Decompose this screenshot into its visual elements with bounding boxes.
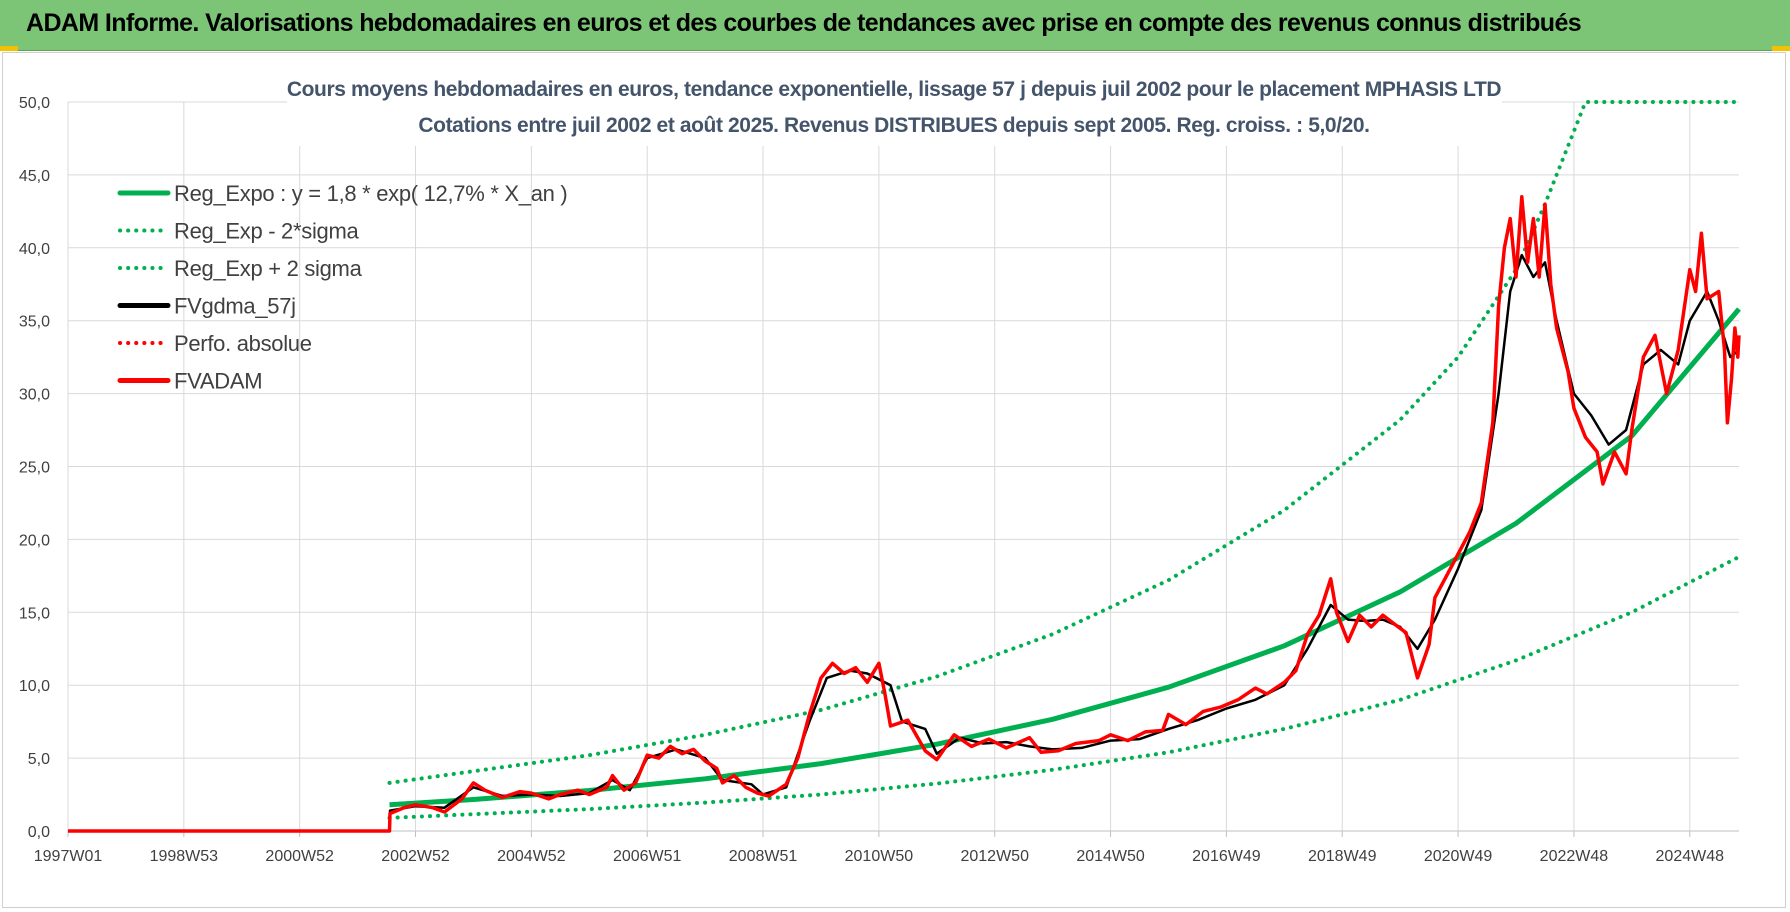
legend-label-4: Perfo. absolue bbox=[174, 331, 312, 356]
chart-legend: Reg_Expo : y = 1,8 * exp( 12,7% * X_an )… bbox=[117, 181, 568, 394]
legend-label-2: Reg_Exp + 2 sigma bbox=[174, 256, 363, 281]
series-line-0 bbox=[389, 307, 1741, 808]
x-tick-label: 1997W01 bbox=[34, 848, 103, 865]
y-tick-label: 40,0 bbox=[19, 241, 50, 258]
y-tick-label: 35,0 bbox=[19, 314, 50, 331]
corner-marker-left bbox=[0, 46, 18, 51]
y-tick-label: 25,0 bbox=[19, 460, 50, 477]
chart-grid bbox=[67, 101, 1739, 837]
report-header-bar: ADAM Informe. Valorisations hebdomadaire… bbox=[0, 0, 1790, 51]
chart-series bbox=[68, 100, 1741, 833]
chart-title: Cours moyens hebdomadaires en euros, ten… bbox=[287, 78, 1502, 101]
report-title: ADAM Informe. Valorisations hebdomadaire… bbox=[26, 9, 1582, 37]
y-tick-label: 30,0 bbox=[19, 387, 50, 404]
x-tick-label: 2004W52 bbox=[497, 848, 566, 865]
legend-label-1: Reg_Exp - 2*sigma bbox=[174, 219, 360, 244]
x-tick-label: 2012W50 bbox=[960, 848, 1029, 865]
series-line-1 bbox=[387, 554, 1741, 820]
legend-label-0: Reg_Expo : y = 1,8 * exp( 12,7% * X_an ) bbox=[174, 181, 567, 206]
legend-label-5: FVADAM bbox=[174, 369, 262, 394]
x-tick-label: 2002W52 bbox=[381, 848, 450, 865]
y-tick-label: 15,0 bbox=[19, 605, 50, 622]
y-tick-label: 5,0 bbox=[28, 751, 50, 768]
series-line-3 bbox=[68, 253, 1740, 833]
x-tick-label: 2014W50 bbox=[1076, 848, 1145, 865]
chart-title-background bbox=[287, 80, 1502, 146]
x-tick-label: 1998W53 bbox=[150, 848, 219, 865]
y-tick-label: 45,0 bbox=[19, 168, 50, 185]
x-tick-label: 2000W52 bbox=[265, 848, 334, 865]
x-tick-label: 2018W49 bbox=[1308, 848, 1377, 865]
corner-marker-right bbox=[1772, 46, 1790, 51]
series-line-5 bbox=[68, 195, 1741, 833]
chart-frame bbox=[2, 52, 1786, 908]
x-tick-label: 2022W48 bbox=[1540, 848, 1609, 865]
chart-subtitle: Cotations entre juil 2002 et août 2025. … bbox=[418, 114, 1369, 137]
x-tick-label: 2024W48 bbox=[1656, 848, 1725, 865]
y-tick-label: 20,0 bbox=[19, 532, 50, 549]
x-tick-label: 2016W49 bbox=[1192, 848, 1261, 865]
x-tick-label: 2020W49 bbox=[1424, 848, 1493, 865]
x-tick-label: 2006W51 bbox=[613, 848, 682, 865]
series-line-2 bbox=[387, 100, 1741, 785]
x-tick-label: 2008W51 bbox=[729, 848, 798, 865]
y-tick-label: 50,0 bbox=[19, 95, 50, 112]
y-tick-label: 10,0 bbox=[19, 678, 50, 695]
x-tick-label: 2010W50 bbox=[845, 848, 914, 865]
legend-label-3: FVgdma_57j bbox=[174, 294, 296, 319]
y-axis-ticks: 0,0 5,0 10,0 15,0 20,0 25,0 30,0 35,0 40,0 45,0 50… bbox=[19, 95, 50, 841]
x-axis-ticks: 1997W01 1998W53 2000W52 2002W52 2004W52 2006W… bbox=[34, 848, 1724, 865]
y-tick-label: 0,0 bbox=[28, 824, 50, 841]
